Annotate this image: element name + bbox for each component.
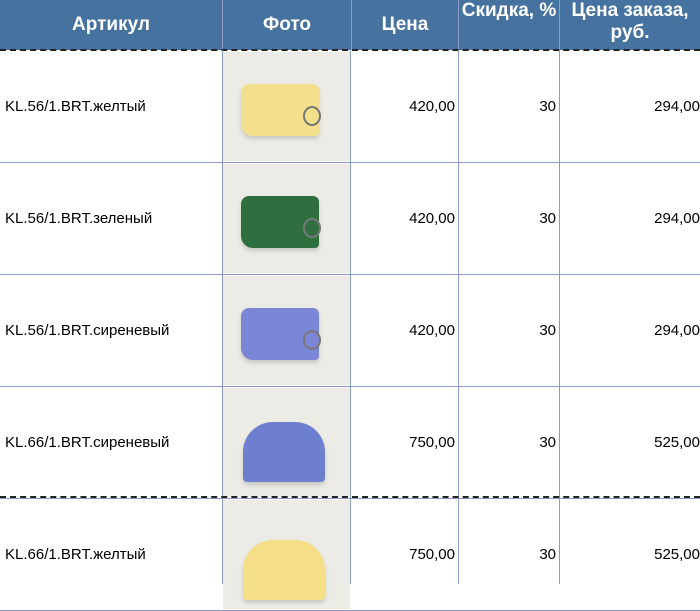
table-row[interactable]: KL.56/1.BRT.зеленый 420,00 30 294,00 (0, 163, 700, 275)
discount-cell: 30 (539, 98, 556, 115)
product-photo (223, 500, 350, 609)
price-cell: 420,00 (409, 98, 455, 115)
column-header-discount: Скидка, % (459, 0, 560, 50)
price-cell: 750,00 (409, 434, 455, 451)
grid-line (458, 50, 459, 584)
sku-cell: KL.56/1.BRT.зеленый (5, 210, 153, 227)
product-photo (223, 388, 350, 497)
bag-body (243, 422, 325, 482)
product-photo (223, 276, 350, 385)
discount-cell: 30 (539, 322, 556, 339)
discount-cell: 30 (539, 434, 556, 451)
price-cell: 420,00 (409, 322, 455, 339)
grid-line (559, 50, 560, 584)
sku-cell: KL.66/1.BRT.сиреневый (5, 434, 170, 451)
order-price-cell: 294,00 (654, 322, 700, 339)
table-row[interactable]: KL.66/1.BRT.сиреневый 750,00 30 525,00 (0, 387, 700, 499)
table-row[interactable]: KL.56/1.BRT.сиреневый 420,00 30 294,00 (0, 275, 700, 387)
column-header-order-price: Цена заказа, руб. (571, 0, 689, 43)
page-break-line (0, 496, 700, 498)
table-header: Артикул Фото Цена Скидка, % Цена заказа,… (0, 0, 700, 50)
price-cell: 750,00 (409, 546, 455, 563)
table-row[interactable]: KL.56/1.BRT.желтый 420,00 30 294,00 (0, 51, 700, 163)
grid-line (222, 50, 223, 584)
bag-body (243, 540, 325, 600)
product-photo (223, 52, 350, 161)
grid-line (350, 50, 351, 584)
column-header-price: Цена (352, 0, 459, 50)
sku-cell: KL.56/1.BRT.желтый (5, 98, 146, 115)
order-price-cell: 294,00 (654, 98, 700, 115)
discount-cell: 30 (539, 210, 556, 227)
sku-cell: KL.66/1.BRT.желтый (5, 546, 146, 563)
price-cell: 420,00 (409, 210, 455, 227)
order-price-cell: 294,00 (654, 210, 700, 227)
discount-cell: 30 (539, 546, 556, 563)
key-ring (303, 218, 321, 238)
sku-cell: KL.56/1.BRT.сиреневый (5, 322, 170, 339)
key-ring (303, 106, 321, 126)
order-price-cell: 525,00 (654, 434, 700, 451)
column-header-photo: Фото (223, 0, 352, 50)
column-header-sku: Артикул (0, 0, 223, 50)
key-ring (303, 330, 321, 350)
product-photo (223, 164, 350, 273)
order-price-cell: 525,00 (654, 546, 700, 563)
